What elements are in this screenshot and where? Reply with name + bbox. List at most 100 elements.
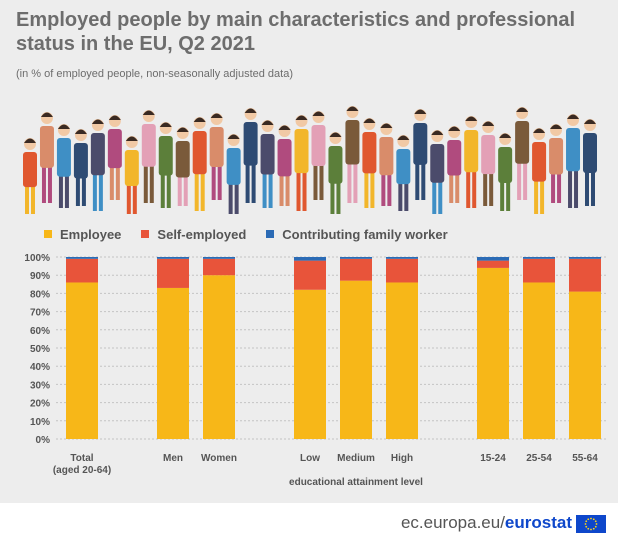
legend-label-family-worker: Contributing family worker	[282, 226, 448, 242]
legend: Employee Self-employed Contributing fami…	[44, 226, 468, 242]
bar-self-employed	[157, 258, 189, 288]
y-tick-label: 50%	[30, 344, 50, 355]
people-illustration	[23, 106, 597, 214]
bar-family-worker	[294, 257, 326, 261]
person-figure	[107, 115, 122, 200]
chart-title: Employed people by main characteristics …	[16, 9, 576, 55]
person-figure	[532, 128, 547, 214]
person-figure	[56, 124, 71, 208]
person-figure	[73, 129, 88, 206]
bar-self-employed	[569, 258, 601, 292]
y-tick-label: 30%	[30, 380, 50, 391]
chart-panel: Employed people by main characteristics …	[0, 0, 618, 503]
person-figure	[549, 124, 564, 203]
y-tick-label: 0%	[36, 435, 51, 446]
person-figure	[515, 107, 530, 200]
person-figure	[39, 112, 54, 203]
person-figure	[345, 106, 360, 203]
bar-employee	[386, 282, 418, 439]
x-group-label: educational attainment level	[289, 477, 423, 488]
person-figure	[328, 132, 343, 214]
y-tick-label: 40%	[30, 362, 50, 373]
bar-self-employed	[66, 258, 98, 283]
person-figure	[413, 109, 428, 200]
person-figure	[141, 110, 156, 203]
y-tick-label: 60%	[30, 326, 50, 337]
legend-swatch-self-employed	[141, 230, 150, 238]
bar-family-worker	[386, 257, 418, 259]
legend-item-employee: Employee	[44, 227, 121, 242]
x-tick-label: High	[391, 453, 413, 464]
bar-self-employed	[294, 260, 326, 290]
person-figure	[362, 118, 377, 208]
person-figure	[23, 138, 37, 214]
bar-family-worker	[203, 257, 235, 259]
person-figure	[209, 113, 224, 200]
x-tick-label: Total	[70, 453, 93, 464]
x-tick-label: 15-24	[480, 453, 506, 464]
source-site: ec.europa.eu/	[400, 513, 505, 532]
person-figure	[430, 130, 445, 214]
bar-chart: 0% 10% 20% 30% 40% 50% 60% 70% 80% 90% 100% Total(a…	[24, 253, 606, 488]
x-tick-label: 25-54	[526, 453, 552, 464]
person-figure	[311, 111, 326, 200]
bar-employee	[340, 280, 372, 439]
bar-self-employed	[386, 258, 418, 283]
chart-subtitle: (in % of employed people, non-seasonally…	[16, 68, 294, 80]
x-tick-label: Low	[300, 453, 320, 464]
y-tick-label: 20%	[30, 399, 50, 410]
person-figure	[124, 136, 139, 214]
y-tick-label: 10%	[30, 417, 50, 428]
person-figure	[566, 114, 581, 208]
person-figure	[481, 121, 496, 206]
bar-self-employed	[340, 258, 372, 281]
bar-employee	[569, 291, 601, 439]
bar-employee	[157, 287, 189, 439]
footer: ec.europa.eu/eurostat	[0, 503, 618, 538]
person-figure	[260, 120, 275, 208]
bar-self-employed	[523, 258, 555, 283]
person-figure	[277, 125, 292, 206]
person-figure	[192, 117, 207, 211]
legend-item-family-worker: Contributing family worker	[266, 226, 448, 242]
bar-family-worker	[523, 257, 555, 259]
legend-swatch-family-worker	[266, 230, 275, 238]
person-figure	[294, 115, 309, 211]
person-figure	[158, 122, 173, 208]
bar-employee	[523, 282, 555, 439]
source-link[interactable]: ec.europa.eu/eurostat	[401, 513, 572, 533]
eu-flag-icon	[576, 515, 606, 533]
bar-self-employed	[477, 260, 509, 268]
person-figure	[90, 119, 105, 211]
x-tick-label: Medium	[337, 453, 375, 464]
x-tick-label: (aged 20-64)	[53, 465, 111, 476]
legend-item-self-employed: Self-employed	[141, 227, 246, 242]
bar-employee	[294, 289, 326, 439]
bar-family-worker	[66, 257, 98, 259]
y-tick-label: 100%	[24, 253, 50, 264]
y-tick-label: 70%	[30, 308, 50, 319]
bar-family-worker	[569, 257, 601, 259]
bar-family-worker	[157, 257, 189, 259]
x-tick-label: 55-64	[572, 453, 598, 464]
y-tick-label: 90%	[30, 271, 50, 282]
person-figure	[464, 116, 479, 208]
bar-family-worker	[340, 257, 372, 259]
bar-family-worker	[477, 257, 509, 261]
x-tick-label: Women	[201, 453, 237, 464]
bar-employee	[477, 267, 509, 439]
person-figure	[379, 123, 394, 206]
person-figure	[583, 119, 597, 206]
eurostat-brand: eurostat	[504, 513, 572, 532]
bar-self-employed	[203, 258, 235, 276]
person-figure	[243, 108, 258, 203]
bar-employee	[203, 275, 235, 439]
bar-employee	[66, 282, 98, 439]
person-figure	[498, 133, 513, 211]
person-figure	[226, 134, 241, 214]
person-figure	[396, 135, 411, 211]
person-figure	[175, 127, 190, 206]
legend-swatch-employee	[44, 230, 52, 238]
legend-label-self-employed: Self-employed	[157, 226, 247, 242]
x-tick-label: Men	[163, 453, 183, 464]
